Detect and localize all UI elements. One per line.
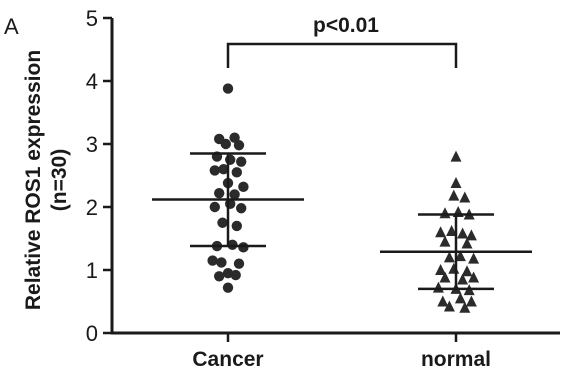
- data-point-circle: [231, 220, 242, 232]
- data-point-circle: [236, 203, 247, 214]
- data-point-triangle: [450, 177, 462, 189]
- y-axis-title-line: (n=30): [48, 149, 71, 211]
- y-axis-title: Relative ROS1 expression (n=30): [22, 50, 71, 310]
- bracket-line: [226, 42, 458, 68]
- y-tick-label: 3: [86, 132, 98, 157]
- data-point-circle: [233, 258, 245, 269]
- data-point-circle: [236, 156, 247, 167]
- data-points: [207, 83, 480, 313]
- data-point-circle: [227, 239, 238, 250]
- data-point-triangle: [461, 265, 473, 277]
- data-point-triangle: [457, 227, 469, 239]
- x-category-labels: Cancer normal: [192, 333, 491, 371]
- y-tick-label: 2: [86, 195, 98, 220]
- data-point-circle: [222, 282, 234, 293]
- y-tick-label: 0: [86, 321, 98, 346]
- data-point-circle: [230, 269, 241, 281]
- data-point-triangle: [439, 271, 451, 283]
- data-point-triangle: [459, 301, 471, 313]
- y-tick-label: 5: [86, 6, 98, 31]
- significance-label: p<0.01: [313, 14, 379, 37]
- data-point-circle: [222, 83, 234, 94]
- y-tick-label: 1: [86, 258, 98, 283]
- data-point-triangle: [437, 295, 449, 307]
- data-point-triangle: [443, 251, 455, 263]
- data-point-triangle: [450, 150, 462, 162]
- data-point-circle: [220, 138, 231, 150]
- data-point-circle: [207, 255, 218, 266]
- data-point-triangle: [448, 262, 460, 274]
- data-point-triangle: [446, 224, 458, 236]
- data-point-triangle: [468, 271, 480, 283]
- x-category-label: Cancer: [192, 348, 263, 371]
- mean-sd-lines: [152, 152, 532, 291]
- data-point-triangle: [448, 189, 460, 201]
- y-axis-title-line: Relative ROS1 expression: [22, 50, 45, 310]
- data-point-triangle: [439, 207, 451, 219]
- data-point-circle: [214, 271, 225, 282]
- data-point-circle: [238, 242, 249, 253]
- data-point-circle: [229, 189, 240, 200]
- significance-bracket: [226, 42, 458, 68]
- data-point-triangle: [443, 300, 455, 312]
- data-point-triangle: [439, 235, 451, 247]
- data-point-triangle: [435, 264, 447, 275]
- data-point-circle: [209, 165, 220, 176]
- data-point-triangle: [465, 295, 477, 307]
- data-point-circle: [216, 257, 227, 268]
- data-point-triangle: [454, 250, 466, 262]
- data-point-circle: [229, 132, 240, 143]
- data-point-triangle: [432, 281, 444, 293]
- data-point-triangle: [459, 191, 471, 203]
- data-point-circle: [233, 140, 245, 151]
- y-tick-label: 4: [86, 69, 98, 94]
- data-point-circle: [225, 154, 236, 165]
- y-ticks: 0 1 2 3 4 5: [86, 6, 112, 346]
- axes: [110, 18, 560, 335]
- data-point-circle: [231, 167, 242, 178]
- data-point-circle: [214, 187, 225, 199]
- data-point-triangle: [465, 229, 477, 241]
- data-point-triangle: [468, 252, 480, 264]
- data-point-circle: [209, 201, 220, 213]
- data-point-triangle: [454, 292, 466, 304]
- x-category-label: normal: [421, 348, 491, 371]
- data-point-circle: [238, 181, 249, 193]
- data-point-circle: [217, 217, 228, 228]
- data-point-triangle: [435, 226, 447, 238]
- data-point-circle: [218, 164, 229, 175]
- data-point-triangle: [457, 273, 469, 285]
- data-point-triangle: [461, 237, 473, 249]
- panel-label: A: [4, 14, 19, 39]
